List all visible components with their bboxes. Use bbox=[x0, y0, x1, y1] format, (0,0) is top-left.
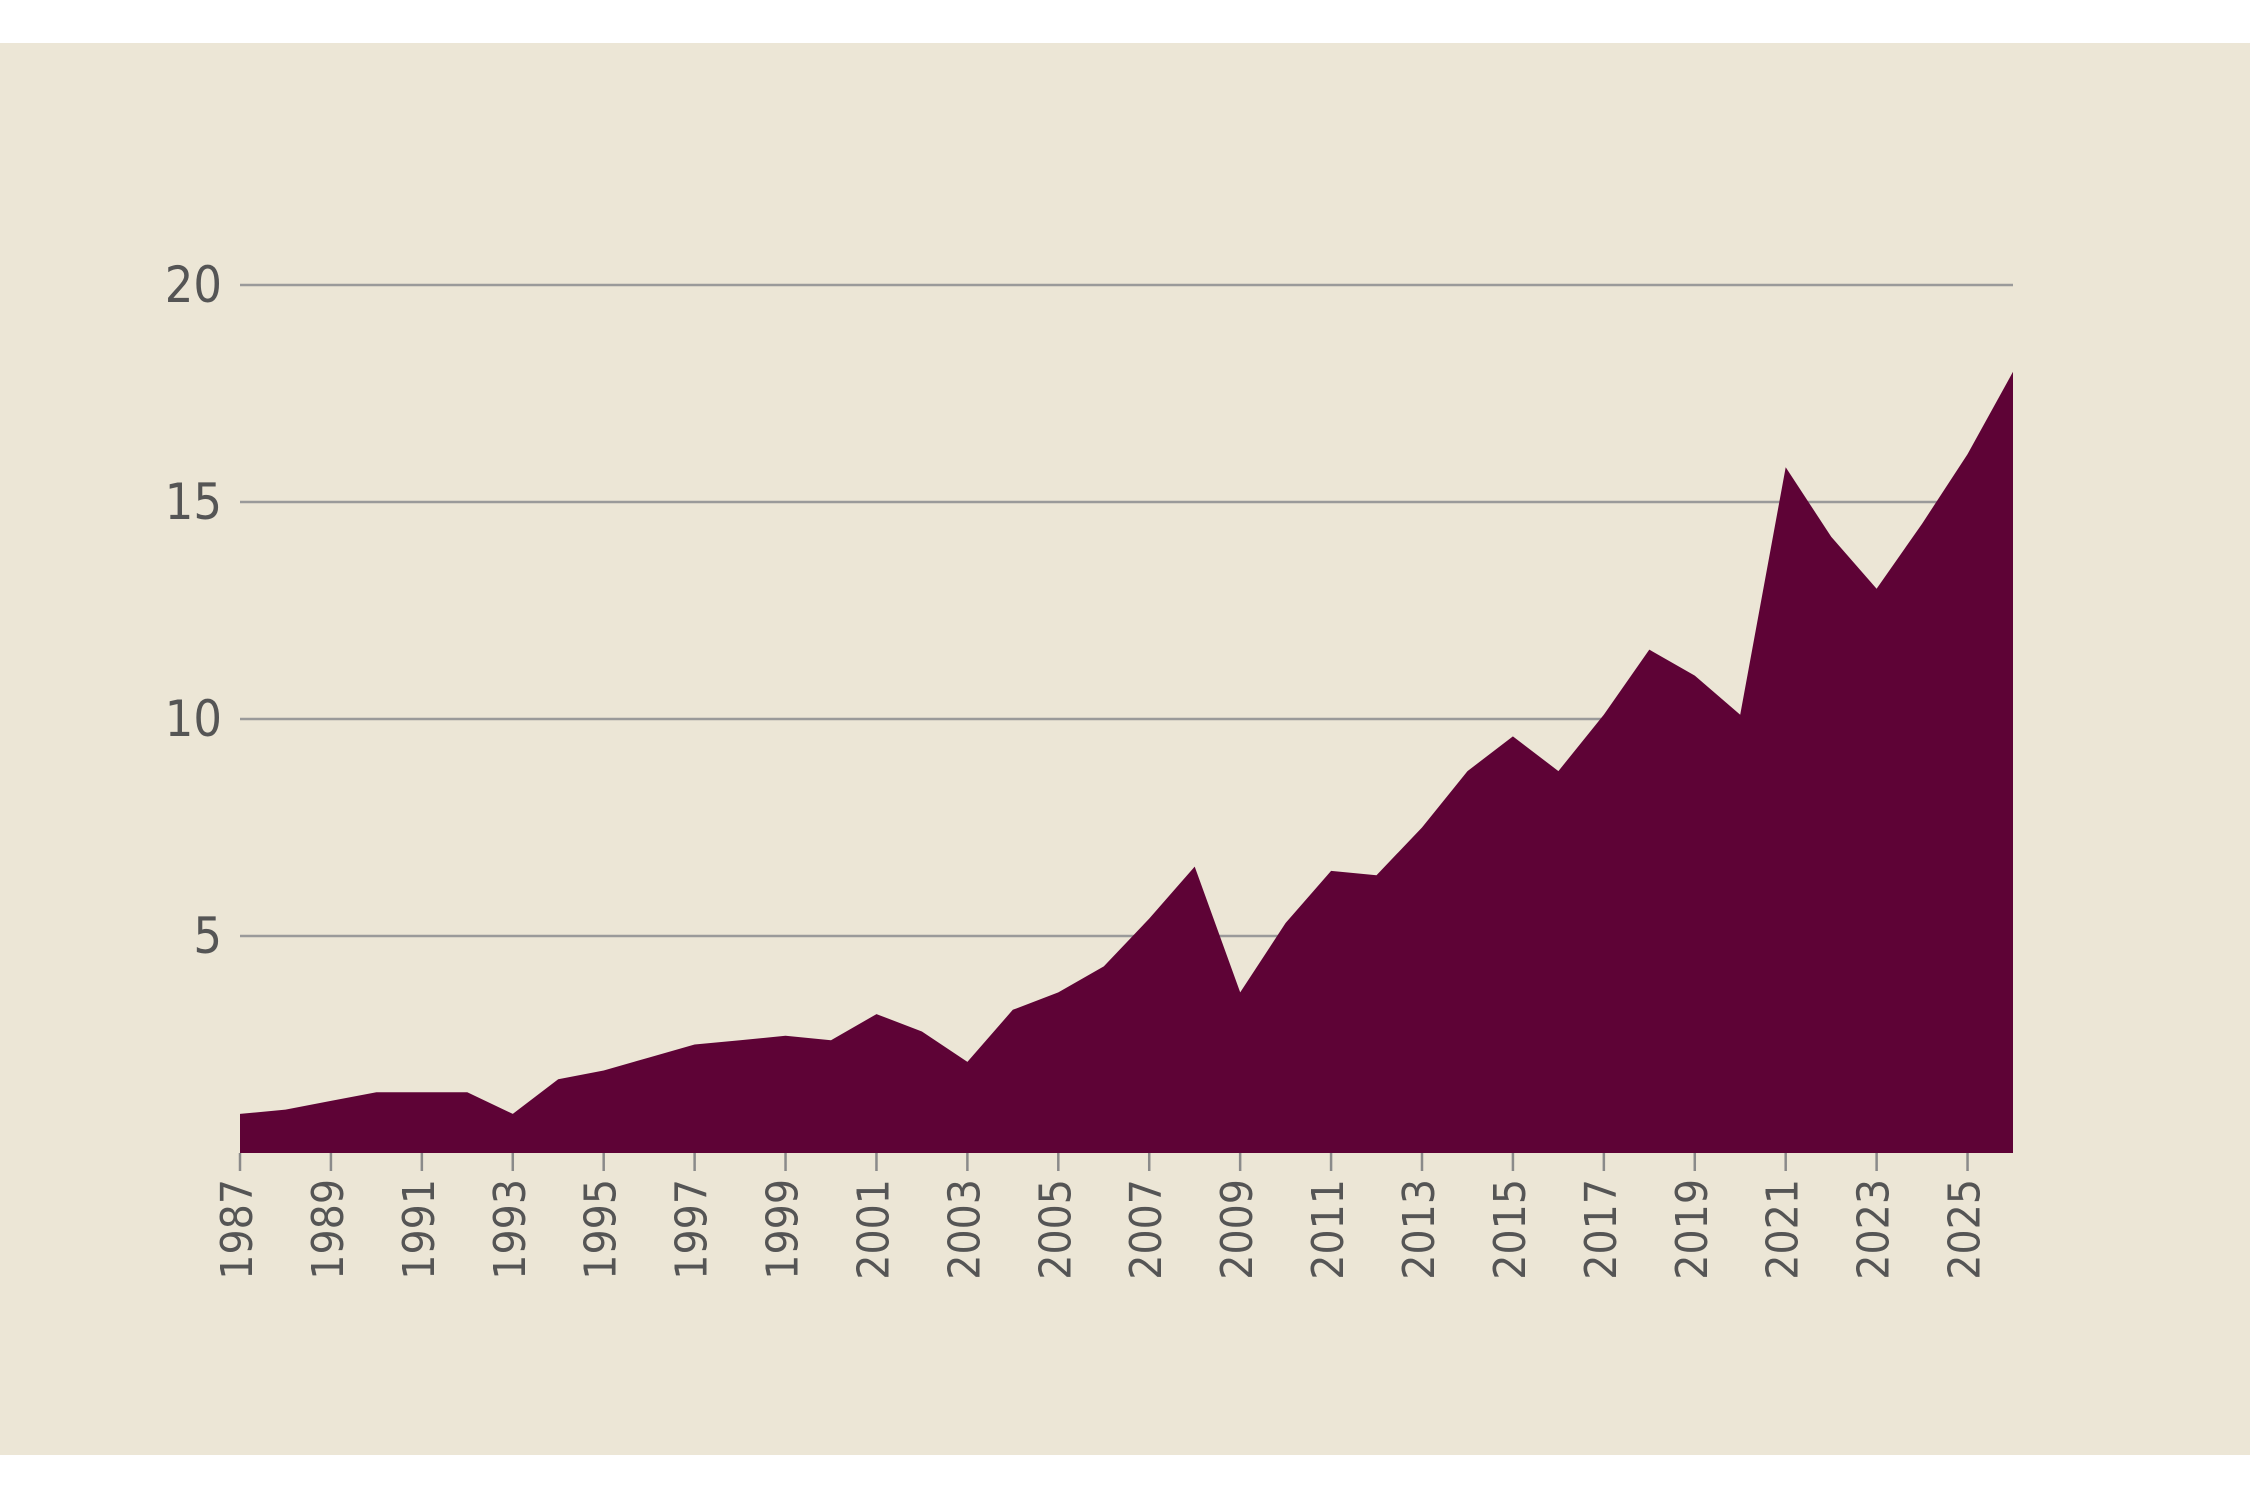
area-chart: 5 10 15 20 1987 1989 1991 1993 1995 1997 1999 2001… bbox=[165, 256, 2013, 1280]
x-tick-label: 2019 bbox=[1667, 1179, 1718, 1280]
x-axis: 1987 1989 1991 1993 1995 1997 1999 2001 2003 2005… bbox=[212, 1153, 1991, 1280]
x-tick-label: 1999 bbox=[758, 1179, 809, 1280]
y-tick-label: 15 bbox=[165, 473, 222, 531]
x-tick-label: 2001 bbox=[848, 1179, 899, 1280]
x-tick-label: 1991 bbox=[394, 1179, 445, 1280]
y-tick-label: 20 bbox=[165, 256, 222, 314]
x-tick-label: 2003 bbox=[939, 1179, 990, 1280]
x-tick-label: 2005 bbox=[1030, 1179, 1081, 1280]
y-tick-label: 5 bbox=[193, 907, 222, 965]
series-area-fill bbox=[240, 371, 2013, 1153]
x-tick-label: 2011 bbox=[1303, 1179, 1354, 1280]
chart-panel: 5 10 15 20 1987 1989 1991 1993 1995 1997 1999 2001… bbox=[0, 43, 2250, 1455]
x-tick-label: 1995 bbox=[576, 1179, 627, 1280]
x-tick-label: 2025 bbox=[1940, 1179, 1991, 1280]
x-tick-label: 2017 bbox=[1576, 1179, 1627, 1280]
x-tick-label: 2007 bbox=[1121, 1179, 1172, 1280]
x-tick-label: 2009 bbox=[1212, 1179, 1263, 1280]
x-tick-label: 1987 bbox=[212, 1179, 263, 1280]
x-tick-label: 2023 bbox=[1849, 1179, 1900, 1280]
x-tick-label: 2021 bbox=[1758, 1179, 1809, 1280]
y-tick-label: 10 bbox=[165, 690, 222, 748]
x-tick-label: 1989 bbox=[303, 1179, 354, 1280]
x-tick-label: 1993 bbox=[485, 1179, 536, 1280]
x-tick-label: 2013 bbox=[1394, 1179, 1445, 1280]
x-tick-label: 2015 bbox=[1485, 1179, 1536, 1280]
y-axis: 5 10 15 20 bbox=[165, 256, 222, 965]
x-tick-label: 1997 bbox=[667, 1179, 718, 1280]
series-area bbox=[240, 371, 2013, 1153]
